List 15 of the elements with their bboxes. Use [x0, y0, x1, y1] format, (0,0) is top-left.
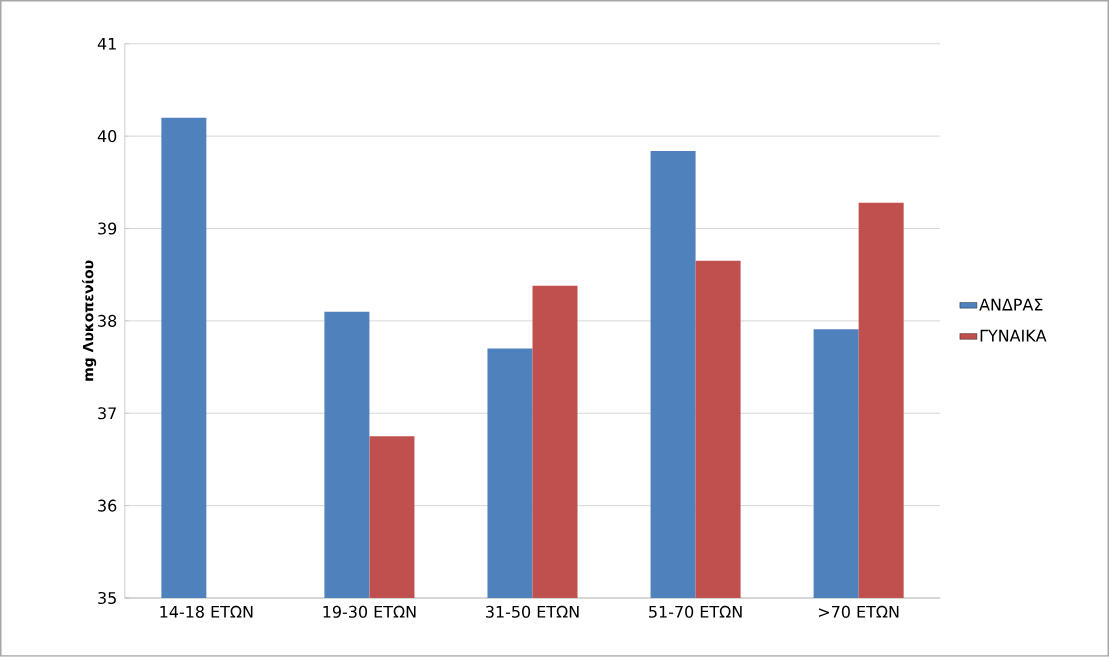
x-tick-label: 31-50 ΕΤΩΝ: [486, 605, 579, 618]
y-axis-title: mg Λυκοπενίου: [81, 260, 97, 381]
x-tick-label: 19-30 ΕΤΩΝ: [323, 605, 416, 618]
y-tick-label: 35: [98, 592, 116, 605]
x-tick-label: 14-18 ΕΤΩΝ: [160, 605, 253, 618]
legend-label: ΓΥΝΑΙΚΑ: [980, 329, 1047, 342]
y-tick-label: 39: [98, 222, 117, 235]
y-tick-label: 36: [98, 499, 117, 512]
y-tick-label: 37: [98, 407, 116, 420]
y-tick-label: 38: [98, 314, 117, 328]
x-tick-label: >70 ΕΤΩΝ: [819, 605, 899, 618]
x-tick-label: 51-70 ΕΤΩΝ: [649, 605, 742, 618]
y-tick-label: 41: [97, 38, 116, 50]
legend-label: ΑΝΔΡΑΣ: [979, 298, 1043, 311]
y-tick-label: 40: [97, 130, 117, 143]
